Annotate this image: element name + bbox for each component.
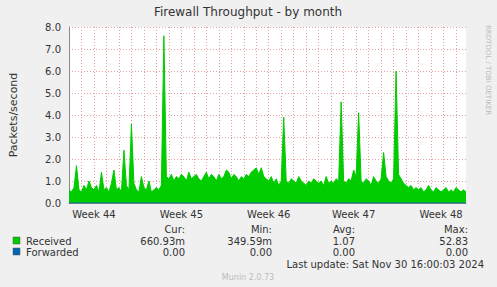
svg-text:660.93m: 660.93m xyxy=(140,236,185,247)
svg-text:2.0: 2.0 xyxy=(45,154,61,165)
svg-text:Week 47: Week 47 xyxy=(332,209,375,220)
svg-text:Avg:: Avg: xyxy=(333,224,355,235)
svg-text:0.00: 0.00 xyxy=(250,247,272,258)
svg-text:349.59m: 349.59m xyxy=(227,236,272,247)
svg-text:Week 46: Week 46 xyxy=(247,209,290,220)
svg-text:Week 45: Week 45 xyxy=(160,209,203,220)
svg-text:6.0: 6.0 xyxy=(45,66,61,77)
svg-text:8.0: 8.0 xyxy=(45,22,61,33)
svg-text:Firewall Throughput - by month: Firewall Throughput - by month xyxy=(154,5,342,19)
svg-text:Min:: Min: xyxy=(251,224,272,235)
svg-text:Munin 2.0.73: Munin 2.0.73 xyxy=(222,273,274,282)
svg-text:Received: Received xyxy=(26,236,72,247)
svg-text:4.0: 4.0 xyxy=(45,110,61,121)
svg-text:Forwarded: Forwarded xyxy=(26,247,79,258)
svg-text:5.0: 5.0 xyxy=(45,88,61,99)
svg-text:RRDTOOL / TOBI OETIKER: RRDTOOL / TOBI OETIKER xyxy=(484,25,492,115)
svg-text:0.00: 0.00 xyxy=(163,247,185,258)
svg-text:1.07: 1.07 xyxy=(333,236,355,247)
svg-text:0.00: 0.00 xyxy=(446,247,468,258)
svg-text:Week 44: Week 44 xyxy=(72,209,115,220)
svg-text:1.0: 1.0 xyxy=(45,176,61,187)
svg-text:Packets/second: Packets/second xyxy=(7,73,20,158)
svg-text:7.0: 7.0 xyxy=(45,44,61,55)
svg-text:52.83: 52.83 xyxy=(439,236,468,247)
svg-text:Cur:: Cur: xyxy=(164,224,185,235)
svg-text:Max:: Max: xyxy=(444,224,468,235)
svg-text:Last update: Sat Nov 30 16:00:: Last update: Sat Nov 30 16:00:03 2024 xyxy=(286,259,484,270)
svg-text:0.0: 0.0 xyxy=(45,198,61,209)
svg-text:0.00: 0.00 xyxy=(333,247,355,258)
svg-text:3.0: 3.0 xyxy=(45,132,61,143)
svg-text:Week 48: Week 48 xyxy=(419,209,462,220)
